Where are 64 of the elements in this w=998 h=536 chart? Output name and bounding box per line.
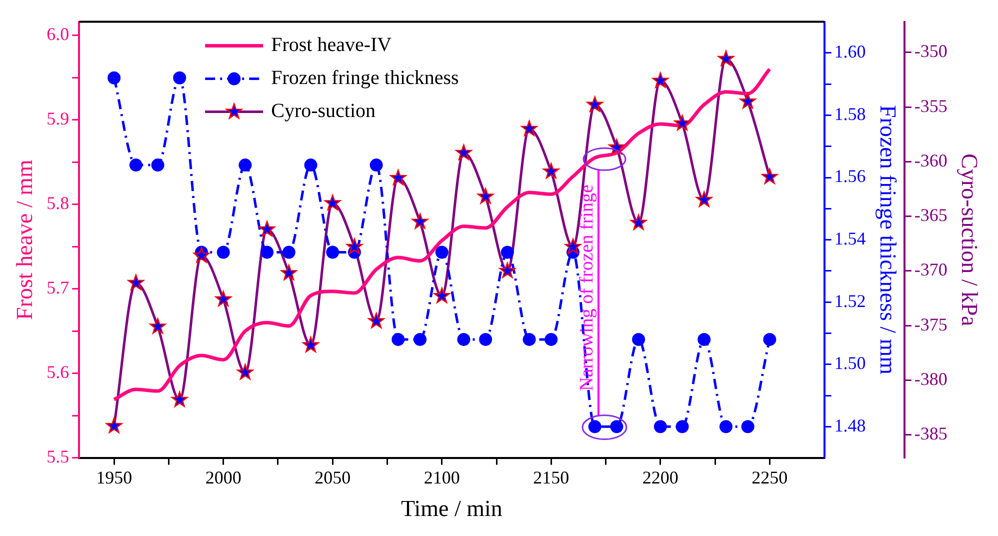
y3-tick-label: -375	[914, 314, 948, 334]
x-tick-label: 2100	[424, 467, 460, 488]
y3-tick-label: -385	[914, 424, 948, 444]
point	[414, 332, 427, 346]
y3-tick-label: -350	[914, 41, 948, 62]
x-tick-label: 2000	[205, 467, 242, 488]
point	[435, 246, 448, 259]
y-tick-label: 6.0	[46, 24, 70, 44]
y2-tick-label: 1.52	[834, 290, 866, 311]
y2-tick-label: 1.48	[834, 415, 866, 436]
point	[763, 332, 776, 346]
x-tick-label: 2200	[642, 467, 678, 488]
y-tick-label: 5.8	[46, 193, 70, 214]
y3-tick-label: -355	[914, 96, 948, 116]
point	[129, 158, 142, 172]
point	[216, 246, 230, 259]
y2-tick-label: 1.60	[834, 42, 866, 62]
y3-tick-label: -360	[914, 150, 948, 170]
annotation: Narrowing of frozen fringe	[576, 184, 598, 391]
point	[238, 158, 252, 172]
y2-tick-label: 1.50	[834, 353, 866, 374]
point	[719, 420, 732, 434]
point	[522, 332, 536, 346]
point	[392, 332, 405, 346]
y-tick-label: 5.7	[46, 278, 70, 298]
y-tick-label: 5.9	[46, 108, 70, 129]
y3-axis-title: Cyro-suction / kPa	[957, 154, 982, 326]
y3-tick-label: -370	[914, 260, 948, 280]
point	[108, 71, 121, 84]
point	[698, 332, 711, 346]
point	[304, 158, 318, 172]
x-axis-title: Time / min	[401, 496, 503, 522]
point	[479, 332, 492, 346]
point	[654, 420, 667, 434]
y2-tick-label: 1.56	[834, 166, 866, 186]
point	[260, 246, 274, 259]
y2-tick-label: 1.58	[834, 104, 866, 124]
point	[370, 158, 383, 172]
y2-axis-title: Frozen fringe thickness / mm	[876, 105, 901, 375]
point	[500, 246, 514, 259]
legend-label: Frozen fringe thickness	[271, 67, 460, 90]
point	[151, 158, 164, 172]
point	[173, 71, 186, 84]
point	[676, 420, 689, 434]
point	[610, 420, 624, 434]
x-tick-label: 1950	[96, 467, 132, 488]
point	[544, 332, 558, 346]
y-tick-label: 5.6	[46, 362, 70, 382]
y2-tick-label: 1.54	[834, 228, 866, 249]
x-tick-label: 2250	[752, 467, 788, 488]
point	[282, 246, 296, 259]
x-tick-label: 2150	[533, 467, 570, 488]
point	[457, 332, 470, 346]
point	[588, 420, 602, 434]
legend-label: Cyro-suction	[271, 100, 376, 122]
y3-tick-label: -365	[914, 205, 948, 226]
y-axis-title: Frost heave / mm	[12, 160, 37, 320]
legend-label: Frost heave-IV	[271, 34, 392, 56]
point	[632, 332, 646, 346]
y3-tick-label: -380	[914, 368, 948, 389]
point	[741, 420, 754, 434]
y-tick-label: 5.5	[46, 446, 70, 467]
point	[326, 246, 340, 259]
x-tick-label: 2050	[314, 467, 351, 488]
